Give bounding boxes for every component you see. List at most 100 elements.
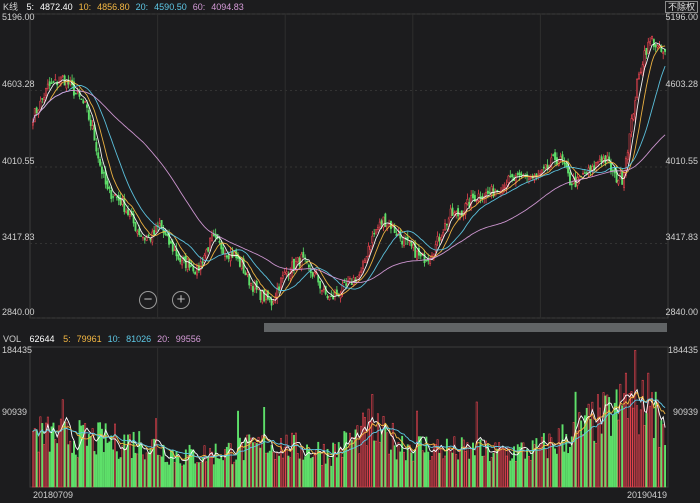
candle-body bbox=[205, 249, 208, 259]
candle-body bbox=[175, 248, 178, 257]
volume-bar bbox=[136, 453, 139, 488]
volume-bar bbox=[309, 458, 312, 488]
volume-bar bbox=[472, 442, 474, 488]
zoom-in-button[interactable]: + bbox=[172, 291, 190, 309]
volume-bar bbox=[555, 453, 558, 488]
candle-body bbox=[341, 283, 344, 293]
candle-body bbox=[598, 158, 601, 163]
candle-body bbox=[140, 235, 143, 237]
volume-bar bbox=[373, 440, 376, 488]
volume-bar bbox=[621, 405, 624, 488]
volume-bar bbox=[306, 444, 308, 488]
price-tick-label-right: 3417.83 bbox=[665, 232, 698, 243]
candle-body bbox=[630, 118, 633, 133]
volume-bar bbox=[65, 421, 68, 488]
candle-body bbox=[436, 236, 439, 243]
candle-body bbox=[240, 261, 243, 269]
volume-bar bbox=[337, 442, 340, 488]
volume-bar bbox=[313, 454, 316, 488]
candle-body bbox=[177, 254, 180, 260]
volume-bar bbox=[425, 436, 428, 488]
candle-body bbox=[569, 172, 571, 185]
volume-bar bbox=[578, 412, 581, 488]
candle-body bbox=[287, 274, 290, 276]
volume-bar bbox=[481, 455, 484, 488]
candle-body bbox=[527, 176, 530, 180]
candle-body bbox=[393, 226, 396, 233]
volume-panel-frame bbox=[29, 346, 669, 488]
volume-bar bbox=[434, 444, 437, 488]
volume-bar bbox=[511, 458, 514, 488]
zoom-out-button[interactable]: − bbox=[139, 291, 157, 309]
vol-ma-value-0: 79961 bbox=[76, 334, 102, 344]
candle-body bbox=[291, 261, 294, 273]
candle-body bbox=[410, 241, 413, 247]
candle-body bbox=[462, 211, 465, 216]
candle-body bbox=[583, 172, 586, 174]
candle-body bbox=[507, 175, 510, 183]
candle-body bbox=[486, 190, 489, 194]
volume-bar bbox=[220, 457, 223, 488]
candle-body bbox=[371, 235, 374, 244]
volume-bar bbox=[516, 444, 519, 488]
chart-scrollbar[interactable] bbox=[264, 323, 667, 332]
candle-body bbox=[281, 275, 284, 279]
volume-bar bbox=[520, 442, 523, 488]
volume-bar bbox=[436, 439, 439, 488]
candle-body bbox=[658, 45, 661, 48]
volume-ma-line bbox=[32, 391, 666, 460]
candle-body bbox=[33, 108, 36, 123]
candle-body bbox=[225, 255, 228, 258]
candle-body bbox=[272, 300, 275, 304]
volume-bar bbox=[307, 449, 310, 488]
candle-body bbox=[37, 110, 40, 115]
volume-bar bbox=[332, 442, 335, 488]
volume-bar bbox=[266, 452, 269, 488]
candle-body bbox=[578, 176, 581, 182]
candle-body bbox=[440, 237, 443, 240]
candle-body bbox=[71, 79, 74, 86]
volume-bar bbox=[419, 436, 422, 488]
volume-bar bbox=[539, 444, 542, 488]
candle-body bbox=[91, 125, 94, 130]
candle-body bbox=[429, 257, 432, 264]
volume-bar bbox=[199, 462, 202, 488]
adjust-toggle[interactable]: 不除权 bbox=[664, 1, 698, 13]
candle-body bbox=[600, 156, 603, 163]
volume-bar bbox=[464, 451, 467, 488]
volume-bar bbox=[80, 425, 83, 488]
candle-body bbox=[362, 261, 364, 270]
volume-bar bbox=[442, 458, 445, 488]
volume-bar bbox=[591, 401, 594, 488]
candle-body bbox=[490, 186, 493, 194]
candle-body bbox=[274, 296, 277, 299]
candle-body bbox=[52, 81, 55, 83]
volume-bar bbox=[274, 458, 277, 488]
candle-body bbox=[649, 41, 652, 44]
volume-bar bbox=[127, 434, 129, 488]
candle-body bbox=[477, 193, 480, 201]
candle-body bbox=[41, 98, 44, 100]
candle-body bbox=[313, 272, 316, 276]
volume-bar bbox=[390, 449, 392, 488]
volume-bar bbox=[115, 451, 118, 488]
candle-body bbox=[212, 233, 215, 237]
candle-body bbox=[184, 255, 187, 268]
candle-body bbox=[533, 175, 536, 181]
volume-bar bbox=[375, 440, 377, 488]
volume-bar bbox=[242, 460, 245, 488]
volume-bar bbox=[429, 460, 432, 488]
candle-body bbox=[257, 287, 260, 290]
candle-body bbox=[589, 165, 592, 172]
candle-body bbox=[300, 253, 303, 270]
candle-body bbox=[544, 164, 547, 169]
candle-body bbox=[604, 155, 607, 164]
candle-body bbox=[265, 292, 267, 300]
candle-body bbox=[524, 174, 527, 177]
volume-bar bbox=[343, 431, 346, 488]
candle-body bbox=[442, 232, 445, 237]
volume-bar bbox=[432, 443, 435, 488]
candle-body bbox=[425, 259, 428, 262]
candle-body bbox=[391, 224, 394, 227]
candle-body bbox=[108, 187, 111, 189]
